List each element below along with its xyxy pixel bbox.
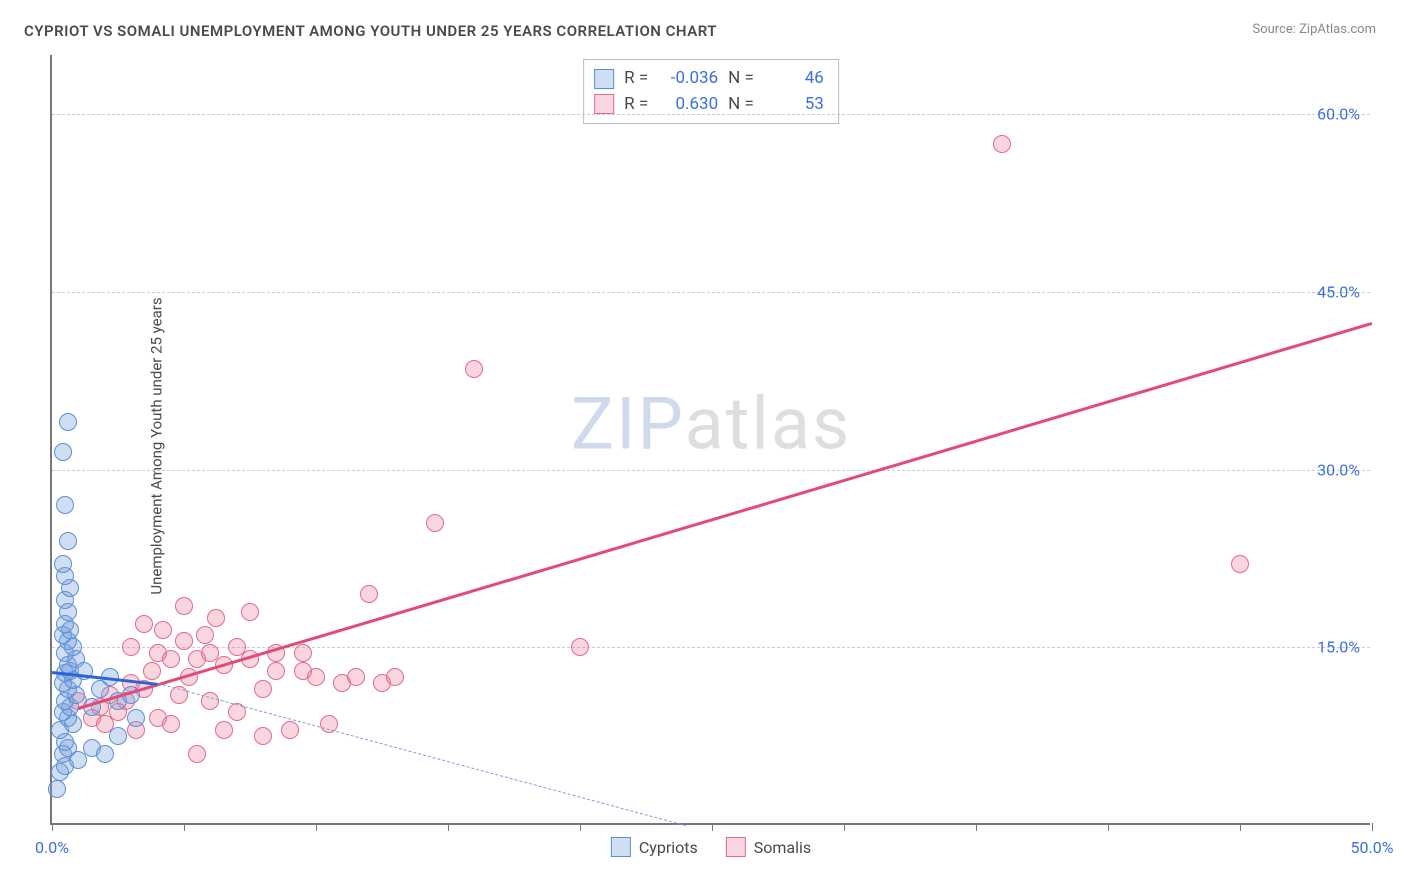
- point-somali: [241, 603, 259, 621]
- point-somali: [993, 135, 1011, 153]
- x-tick: [316, 823, 317, 831]
- point-somali: [1231, 555, 1249, 573]
- correlation-chart: CYPRIOT VS SOMALI UNEMPLOYMENT AMONG YOU…: [0, 0, 1406, 892]
- point-somali: [254, 727, 272, 745]
- point-somali: [571, 638, 589, 656]
- point-somali: [386, 668, 404, 686]
- point-somali: [154, 621, 172, 639]
- point-cypriot: [69, 751, 87, 769]
- point-somali: [162, 715, 180, 733]
- watermark: ZIPatlas: [571, 381, 851, 466]
- x-tick: [712, 823, 713, 831]
- point-somali: [122, 638, 140, 656]
- legend-bottom: Cypriots Somalis: [611, 837, 811, 857]
- gridline: [52, 292, 1370, 293]
- point-somali: [135, 615, 153, 633]
- gridline: [52, 470, 1370, 471]
- point-somali: [254, 680, 272, 698]
- swatch-somalis-icon: [726, 837, 746, 857]
- point-somali: [196, 626, 214, 644]
- legend-item-somalis: Somalis: [726, 837, 811, 857]
- point-cypriot: [109, 727, 127, 745]
- point-somali: [465, 360, 483, 378]
- x-tick: [580, 823, 581, 831]
- x-tick: [976, 823, 977, 831]
- swatch-cypriots: [594, 69, 614, 89]
- swatch-cypriots-icon: [611, 837, 631, 857]
- legend-item-cypriots: Cypriots: [611, 837, 698, 857]
- x-tick-label: 0.0%: [35, 838, 69, 857]
- point-somali: [426, 514, 444, 532]
- point-somali: [307, 668, 325, 686]
- stats-row-a: R = -0.036 N = 46: [594, 66, 824, 92]
- swatch-somalis: [594, 94, 614, 114]
- point-somali: [175, 632, 193, 650]
- x-tick: [1108, 823, 1109, 831]
- point-cypriot: [59, 532, 77, 550]
- chart-title: CYPRIOT VS SOMALI UNEMPLOYMENT AMONG YOU…: [24, 22, 717, 40]
- y-tick-label: 45.0%: [1317, 282, 1360, 301]
- gridline: [52, 647, 1370, 648]
- y-tick-label: 60.0%: [1317, 105, 1360, 124]
- point-somali: [215, 721, 233, 739]
- source-credit: Source: ZipAtlas.com: [1252, 22, 1376, 37]
- point-somali: [294, 644, 312, 662]
- point-cypriot: [56, 496, 74, 514]
- x-tick: [184, 823, 185, 831]
- point-somali: [267, 662, 285, 680]
- x-tick: [844, 823, 845, 831]
- point-cypriot: [96, 745, 114, 763]
- point-somali: [207, 609, 225, 627]
- point-somali: [360, 585, 378, 603]
- point-cypriot: [54, 555, 72, 573]
- trendline-cypriot-ext: [157, 683, 685, 826]
- point-somali: [201, 692, 219, 710]
- point-somali: [281, 721, 299, 739]
- x-tick: [1240, 823, 1241, 831]
- x-tick: [1372, 823, 1373, 831]
- point-somali: [347, 668, 365, 686]
- source-link[interactable]: ZipAtlas.com: [1299, 22, 1376, 37]
- y-tick-label: 15.0%: [1317, 638, 1360, 657]
- y-tick-label: 30.0%: [1317, 460, 1360, 479]
- x-tick: [52, 823, 53, 831]
- point-somali: [188, 745, 206, 763]
- point-somali: [175, 597, 193, 615]
- x-tick-label: 50.0%: [1351, 838, 1394, 857]
- point-cypriot: [127, 709, 145, 727]
- point-somali: [162, 650, 180, 668]
- point-cypriot: [59, 413, 77, 431]
- gridline: [52, 114, 1370, 115]
- x-tick: [448, 823, 449, 831]
- point-cypriot: [54, 443, 72, 461]
- stats-row-b: R = 0.630 N = 53: [594, 92, 824, 118]
- plot-area: ZIPatlas R = -0.036 N = 46 R = 0.630 N =…: [50, 55, 1370, 825]
- point-cypriot: [48, 780, 66, 798]
- trendline-somali: [78, 322, 1372, 710]
- point-somali: [143, 662, 161, 680]
